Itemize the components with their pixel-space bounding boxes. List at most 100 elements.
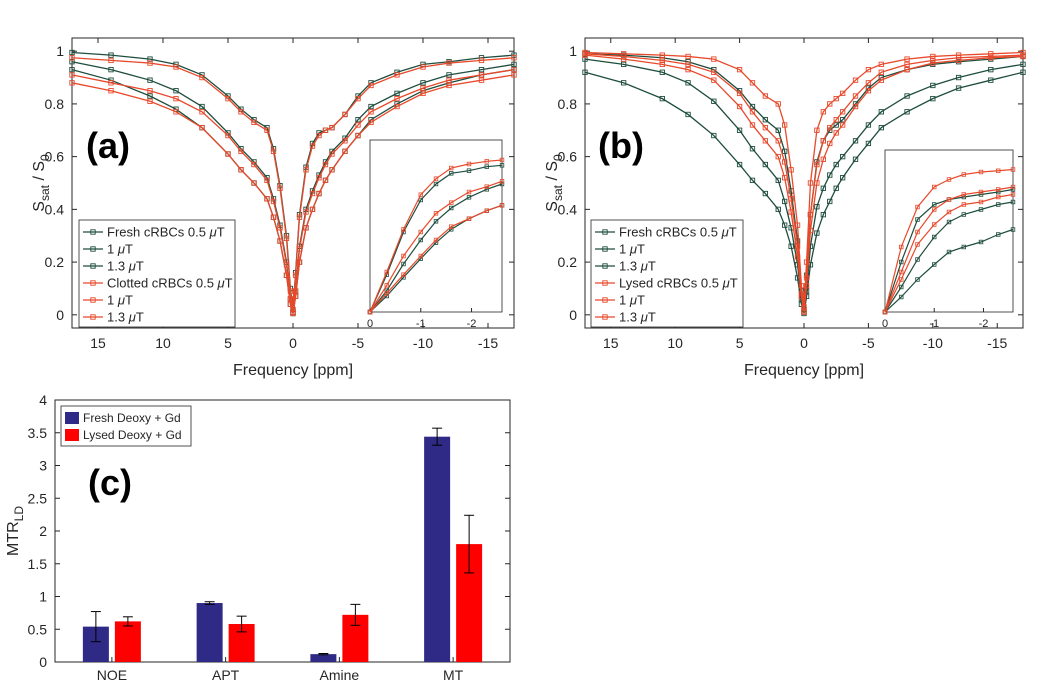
panel-a-data-point (355, 122, 361, 128)
panel-a-series (69, 49, 517, 317)
panel-a-legend-label-main: 1 (107, 293, 118, 308)
panel-a-data-point (511, 55, 517, 61)
panel-b-xtick-label: 5 (736, 335, 744, 351)
panel-a-data-point (69, 55, 75, 61)
panel-a-xtick-label: -10 (413, 335, 433, 351)
panel-a-inset-data-point (484, 164, 489, 169)
panel-b-legend-label: 1.3 μT (619, 310, 656, 325)
panel-b-data-point (852, 138, 859, 144)
panel-c-legend-label: Lysed Deoxy + Gd (83, 428, 182, 442)
panel-b-data-point (620, 80, 627, 86)
panel-b-inset-data-point (978, 169, 984, 175)
panel-c-category-label: NOE (97, 667, 127, 683)
panel-a-ytick-label: 0 (56, 307, 64, 323)
panel-a-inset-data-point (401, 261, 406, 267)
panel-a-xtick-label: 0 (289, 335, 297, 351)
panel-a-inset-data-point (466, 168, 472, 173)
panel-b-data-point (930, 95, 936, 102)
panel-a-legend-label-unit-t: T (225, 276, 233, 291)
panel-a-data-point (478, 66, 485, 73)
panel-a-data-point (264, 196, 270, 202)
panel-b-inset-data-point (946, 249, 952, 255)
panel-b-legend-label-main: 1.3 (619, 310, 641, 325)
panel-b-data-point (782, 122, 788, 128)
panel-b-inset-data-point (961, 194, 966, 200)
panel-a-inset-data-point (484, 184, 489, 189)
panel-b-inset-data-point (1010, 167, 1016, 172)
panel-b-inset-data-point (932, 202, 937, 207)
panel-b-inset-data-point (996, 187, 1001, 192)
panel-a-inset-data-point (384, 291, 389, 296)
panel-a-inset-data-point (433, 181, 439, 187)
panel-b-inset-data-point (946, 209, 952, 215)
panel-a-ylabel: Ssat / S0 (31, 154, 52, 212)
panel-a-legend-label: 1.3 μT (107, 310, 144, 325)
panel-c-bars (82, 427, 483, 662)
panel-b-inset-data-point (932, 207, 937, 212)
panel-c-bar (196, 603, 223, 662)
panel-b-ytick-label: 1 (569, 43, 577, 59)
panel-b-xtick-label: -15 (987, 335, 1007, 351)
panel-a-data-point (292, 293, 299, 300)
panel-a-inset-data-point (433, 219, 439, 224)
panel-b-data-point (833, 161, 839, 168)
panel-a-inset: 0 -1 -2 (367, 139, 505, 330)
panel-a-data-point (69, 72, 75, 78)
panel-b-data-point (782, 159, 788, 165)
panel-b-data-point (736, 127, 743, 133)
panel-a-data-point (264, 127, 270, 133)
panel-a-series-line (71, 57, 515, 310)
panel-a-xlabel: Frequency [ppm] (233, 362, 353, 379)
panel-b-data-point (878, 109, 884, 115)
panel-b-inset-data-point (915, 257, 920, 262)
panel-b-data-point (762, 124, 769, 131)
panel-b-legend-label-unit: μ (640, 259, 648, 274)
panel-b-data-point (814, 127, 820, 133)
panel-a-data-point (355, 132, 361, 139)
panel-a-legend-label-unit: μ (217, 276, 225, 291)
panel-b-data-point (839, 90, 846, 97)
panel-a-inset-data-point (484, 187, 489, 192)
panel-b-xtick-label: 10 (667, 335, 683, 351)
panel-b-data-point (820, 211, 826, 218)
panel-a-inset-data-point (499, 163, 505, 168)
panel-b-data-point (827, 172, 833, 178)
panel-a-legend-label-main: Fresh cRBCs 0.5 (107, 225, 210, 240)
panel-a-data-point (296, 214, 303, 220)
panel-b-data-point (762, 138, 769, 144)
panel-a-inset-xtick-label: -1 (416, 318, 426, 330)
panel-c: 0 0.5 1 1.5 2 2.5 3 3.5 4 NOE APT Amine MT MTRLD (c)… (5, 392, 511, 683)
panel-b-data-point (852, 103, 859, 110)
panel-b-ylabel-mid: / S (544, 161, 561, 185)
panel-b-series-line (584, 71, 1024, 314)
panel-a-data-point (303, 209, 309, 215)
panel-a-ytick-label: 0.2 (45, 254, 65, 270)
panel-a-inset-data-point (449, 171, 454, 176)
panel-c-legend-swatch (65, 429, 79, 441)
panel-b-inset-data-point (899, 277, 904, 282)
panel-b-data-point (775, 153, 781, 160)
panel-a-legend-box (78, 219, 236, 328)
panel-b-inset-data-point (899, 269, 904, 275)
panel-b-data-point (878, 61, 884, 68)
panel-a-data-point (368, 119, 374, 126)
panel-b-data-point (930, 82, 936, 89)
panel-a-legend-label-main: 1.3 (107, 259, 129, 274)
panel-b-inset-xtick-label: 0 (882, 318, 888, 330)
panel-b-data-point (988, 77, 994, 83)
panel-a-legend-marker (90, 229, 96, 235)
panel-b-inset-data-point (978, 239, 984, 245)
panel-a-inset-data-point (401, 253, 406, 259)
panel-b-data-point (620, 56, 627, 62)
panel-b-inset-data-point (932, 184, 937, 190)
panel-c-ytick-label: 4 (39, 392, 47, 408)
panel-b-data-point (685, 111, 691, 118)
panel-b-data-point (736, 90, 743, 97)
panel-a-inset-data-point (499, 179, 505, 184)
panel-a-data-point (478, 72, 485, 78)
panel-b-data-point (1020, 61, 1026, 68)
panel-b-inset-data-point (961, 202, 966, 207)
panel-a-legend-label: 1 μT (107, 242, 133, 257)
panel-b-legend-label-main: Fresh cRBCs 0.5 (619, 225, 722, 240)
panel-a-data-point (251, 119, 257, 126)
